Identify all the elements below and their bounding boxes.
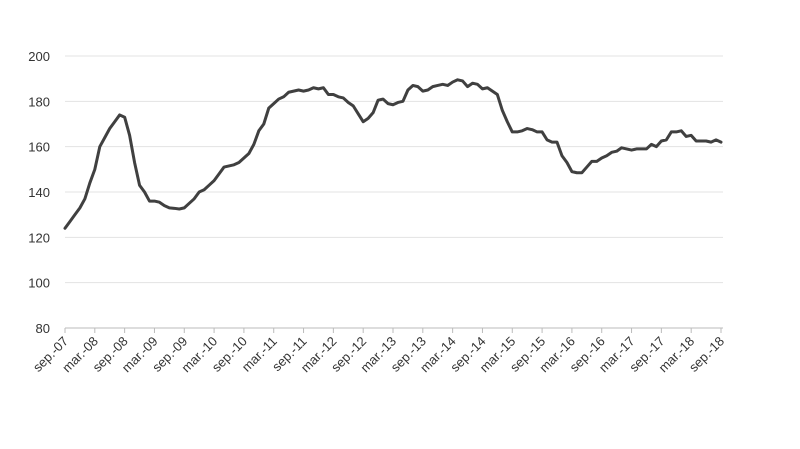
y-tick-label: 100 <box>28 276 50 291</box>
line <box>63 78 723 230</box>
y-tick-label: 200 <box>28 49 50 64</box>
y-tick-label: 120 <box>28 230 50 245</box>
y-tick-label: 80 <box>36 321 50 336</box>
y-tick-label: 180 <box>28 94 50 109</box>
y-tick-label: 140 <box>28 185 50 200</box>
y-tick-label: 160 <box>28 140 50 155</box>
